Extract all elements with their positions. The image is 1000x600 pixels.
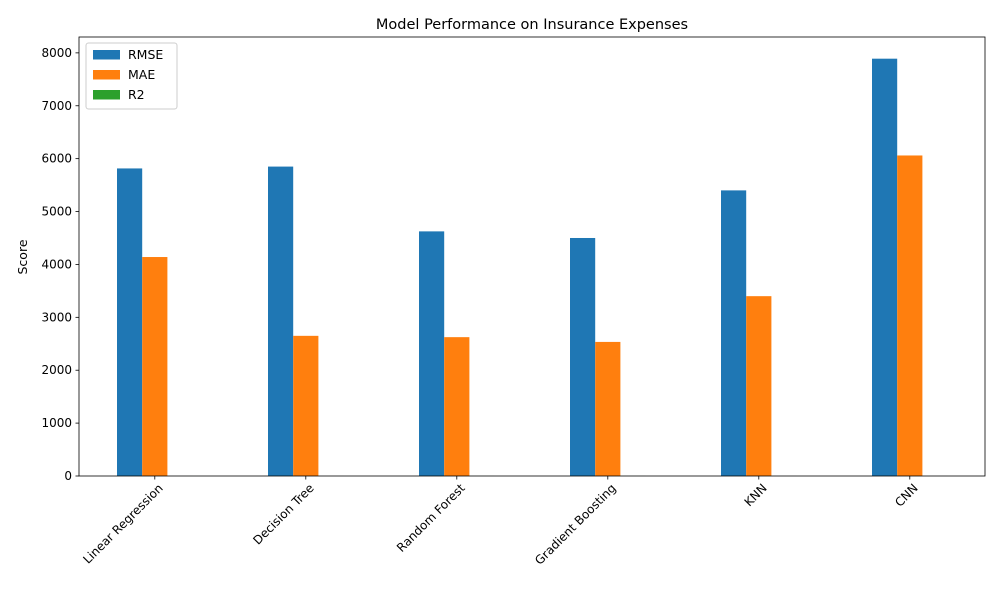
bar-mae-5 [746, 296, 772, 476]
bar-rmse-2 [268, 166, 294, 476]
bar-rmse-5 [721, 190, 747, 476]
legend-label-rmse: RMSE [128, 47, 163, 62]
bar-mae-1 [142, 257, 168, 476]
chart-title: Model Performance on Insurance Expenses [376, 17, 688, 33]
y-tick-label: 1000 [41, 416, 72, 430]
legend: RMSE MAE R2 [85, 42, 178, 110]
legend-swatch-mae [93, 70, 120, 80]
y-tick-label: 2000 [41, 363, 72, 377]
y-tick-label: 4000 [41, 257, 72, 271]
bar-mae-6 [897, 155, 923, 476]
y-tick-label: 5000 [41, 205, 72, 219]
y-tick-label: 3000 [41, 310, 72, 324]
bar-rmse-4 [570, 237, 596, 476]
legend-label-r2: R2 [128, 87, 145, 102]
bar-mae-4 [595, 341, 621, 476]
y-axis-label: Score [15, 239, 30, 274]
legend-swatch-r2 [93, 90, 120, 100]
legend-swatch-rmse [93, 50, 120, 60]
bar-mae-2 [293, 335, 319, 476]
axes-frame [78, 36, 986, 477]
y-tick-label: 6000 [41, 152, 72, 166]
bar-rmse-1 [117, 168, 143, 476]
y-tick-label: 8000 [41, 46, 72, 60]
y-tick-label: 0 [64, 469, 72, 483]
bar-rmse-3 [419, 231, 445, 476]
y-tick-label: 7000 [41, 99, 72, 113]
legend-label-mae: MAE [128, 67, 155, 82]
bar-mae-3 [444, 337, 470, 476]
bar-rmse-6 [872, 58, 898, 476]
